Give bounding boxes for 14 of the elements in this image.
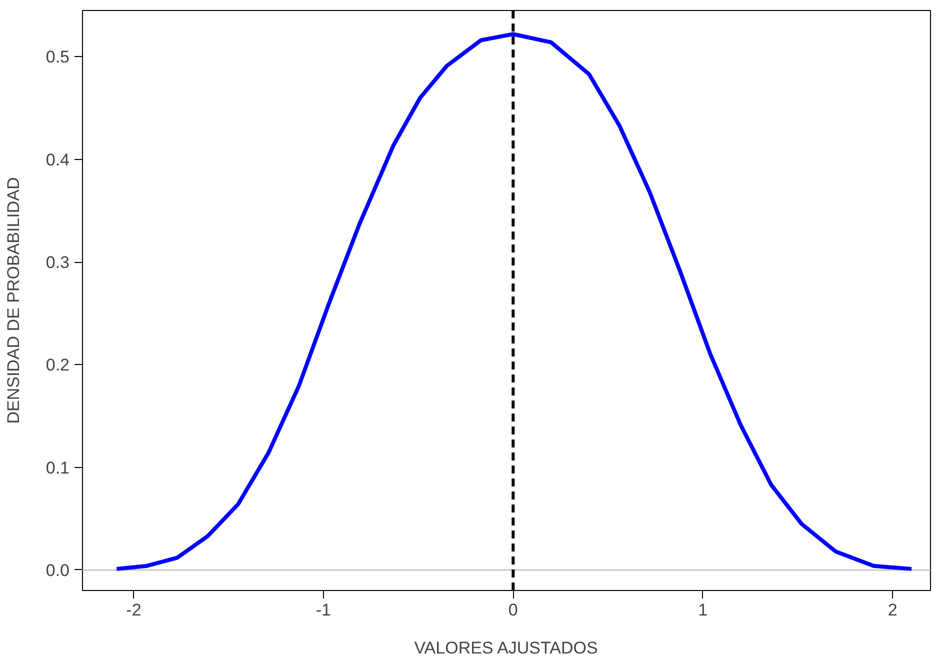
y-tick-label: 0.2 xyxy=(46,356,70,375)
x-tick-label: -1 xyxy=(316,600,331,620)
y-tick-label: 0.5 xyxy=(46,48,70,67)
y-tick-label: 0.4 xyxy=(46,150,70,170)
y-axis-title: DENSIDAD DE PROBABILIDAD xyxy=(4,177,23,424)
line-series xyxy=(114,32,914,571)
x-axis-title: VALORES AJUSTADOS xyxy=(414,638,598,658)
y-tick-label: 0.3 xyxy=(46,253,70,272)
x-tick-label: -2 xyxy=(126,600,142,620)
y-tick-label: 0.0 xyxy=(46,560,70,580)
x-tick-label: 0 xyxy=(508,600,518,620)
x-tick-label: 2 xyxy=(888,600,898,620)
x-tick-label: 1 xyxy=(698,600,708,620)
y-tick-label: 0.1 xyxy=(46,458,70,478)
